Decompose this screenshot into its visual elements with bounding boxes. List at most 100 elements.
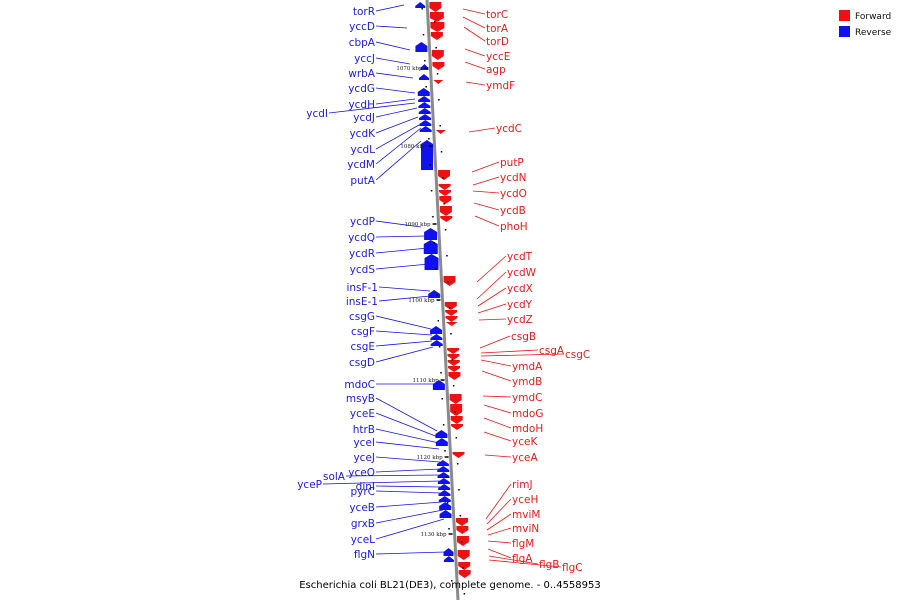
- gene-label-ycdk[interactable]: ycdK: [349, 128, 376, 140]
- gene-feature-forward-10[interactable]: [438, 190, 451, 196]
- gene-feature-reverse-3[interactable]: [418, 74, 429, 80]
- gene-label-csgd[interactable]: csgD: [349, 357, 375, 369]
- gene-feature-forward-21[interactable]: [447, 360, 460, 366]
- gene-label-ycdy[interactable]: ycdY: [507, 299, 533, 311]
- gene-label-yccj[interactable]: yccJ: [354, 53, 375, 65]
- gene-label-phoh[interactable]: phoH: [500, 221, 528, 233]
- gene-feature-reverse-0[interactable]: [415, 2, 426, 8]
- gene-label-ymdc[interactable]: ymdC: [512, 392, 542, 404]
- gene-feature-forward-30[interactable]: [456, 526, 469, 534]
- gene-label-yceb[interactable]: yceB: [349, 502, 375, 514]
- gene-feature-reverse-19[interactable]: [432, 380, 445, 390]
- gene-feature-forward-9[interactable]: [438, 184, 451, 190]
- gene-label-sola[interactable]: solA: [323, 471, 346, 483]
- gene-label-flgb[interactable]: flgB: [539, 559, 559, 571]
- gene-feature-reverse-26[interactable]: [438, 484, 451, 490]
- gene-feature-reverse-5[interactable]: [418, 96, 431, 102]
- gene-label-ycej[interactable]: yceJ: [353, 452, 375, 464]
- gene-feature-reverse-28[interactable]: [438, 496, 451, 502]
- gene-feature-forward-11[interactable]: [439, 196, 452, 204]
- gene-label-mdog[interactable]: mdoG: [512, 408, 543, 420]
- gene-feature-forward-25[interactable]: [450, 404, 463, 416]
- gene-label-ymdf[interactable]: ymdF: [486, 80, 515, 92]
- gene-label-rimj[interactable]: rimJ: [512, 479, 533, 491]
- gene-label-putp[interactable]: putP: [500, 157, 524, 169]
- gene-label-ycce[interactable]: yccE: [486, 51, 510, 63]
- gene-label-agp[interactable]: agp: [486, 64, 506, 76]
- gene-feature-forward-4[interactable]: [431, 50, 444, 60]
- gene-feature-forward-0[interactable]: [429, 2, 442, 12]
- gene-label-ycdn[interactable]: ycdN: [500, 172, 527, 184]
- gene-label-insf-1[interactable]: insF-1: [346, 282, 378, 294]
- gene-label-mvin[interactable]: mviN: [512, 523, 539, 535]
- gene-feature-forward-8[interactable]: [438, 170, 451, 180]
- gene-feature-reverse-29[interactable]: [439, 502, 452, 510]
- gene-label-yccd[interactable]: yccD: [349, 21, 375, 33]
- gene-feature-forward-12[interactable]: [439, 206, 452, 216]
- gene-label-puta[interactable]: putA: [350, 175, 375, 187]
- gene-label-ycdq[interactable]: ycdQ: [348, 232, 375, 244]
- gene-label-ycdm[interactable]: ycdM: [347, 159, 375, 171]
- gene-feature-reverse-13[interactable]: [423, 240, 438, 254]
- gene-label-inse-1[interactable]: insE-1: [346, 296, 378, 308]
- gene-feature-forward-19[interactable]: [447, 348, 460, 354]
- gene-label-ycdc[interactable]: ycdC: [496, 123, 522, 135]
- gene-feature-forward-2[interactable]: [430, 22, 445, 32]
- gene-label-ycdo[interactable]: ycdO: [500, 188, 527, 200]
- gene-label-ycdj[interactable]: ycdJ: [353, 112, 375, 124]
- gene-label-ycek[interactable]: yceK: [512, 436, 538, 448]
- gene-feature-reverse-25[interactable]: [437, 478, 450, 484]
- gene-feature-forward-34[interactable]: [458, 570, 471, 578]
- gene-feature-reverse-9[interactable]: [419, 120, 432, 126]
- gene-feature-reverse-21[interactable]: [435, 438, 448, 446]
- gene-feature-forward-1[interactable]: [429, 12, 444, 22]
- gene-label-flgn[interactable]: flgN: [354, 549, 375, 561]
- gene-feature-forward-7[interactable]: [435, 130, 446, 134]
- gene-feature-reverse-20[interactable]: [435, 430, 448, 438]
- gene-feature-reverse-14[interactable]: [424, 254, 439, 270]
- gene-label-msyb[interactable]: msyB: [346, 393, 375, 405]
- gene-feature-reverse-1[interactable]: [415, 42, 428, 52]
- gene-label-csgg[interactable]: csgG: [349, 311, 375, 323]
- gene-feature-reverse-22[interactable]: [436, 460, 449, 466]
- gene-label-csgb[interactable]: csgB: [511, 331, 536, 343]
- gene-feature-forward-18[interactable]: [445, 322, 458, 326]
- gene-feature-reverse-27[interactable]: [438, 490, 451, 496]
- gene-label-yceh[interactable]: yceH: [512, 494, 538, 506]
- gene-label-wrba[interactable]: wrbA: [348, 68, 376, 80]
- gene-label-csgc[interactable]: csgC: [565, 349, 590, 361]
- gene-label-ymdb[interactable]: ymdB: [512, 376, 542, 388]
- gene-label-ycds[interactable]: ycdS: [350, 264, 376, 276]
- gene-feature-forward-16[interactable]: [445, 310, 458, 316]
- gene-label-ymda[interactable]: ymdA: [512, 361, 543, 373]
- gene-label-ycel[interactable]: yceL: [351, 534, 375, 546]
- gene-label-htrb[interactable]: htrB: [353, 424, 375, 436]
- gene-label-ycdr[interactable]: ycdR: [349, 248, 375, 260]
- gene-feature-forward-26[interactable]: [450, 416, 463, 424]
- gene-feature-forward-28[interactable]: [452, 452, 465, 458]
- gene-label-ycdl[interactable]: ycdL: [350, 144, 375, 156]
- gene-feature-reverse-8[interactable]: [419, 114, 432, 120]
- gene-feature-forward-23[interactable]: [448, 372, 461, 380]
- gene-feature-reverse-16[interactable]: [430, 326, 443, 334]
- gene-feature-forward-6[interactable]: [433, 80, 444, 84]
- gene-feature-forward-20[interactable]: [447, 354, 460, 360]
- gene-label-dini[interactable]: dinI: [356, 481, 375, 493]
- gene-label-ycdp[interactable]: ycdP: [350, 216, 375, 228]
- gene-label-ycee[interactable]: yceE: [350, 408, 375, 420]
- gene-label-tord[interactable]: torD: [486, 36, 509, 48]
- gene-feature-forward-3[interactable]: [430, 32, 443, 40]
- gene-label-csga[interactable]: csgA: [539, 345, 565, 357]
- gene-label-torc[interactable]: torC: [486, 9, 508, 21]
- gene-feature-reverse-12[interactable]: [424, 228, 438, 240]
- gene-feature-reverse-31[interactable]: [443, 548, 454, 556]
- gene-feature-reverse-4[interactable]: [417, 88, 430, 96]
- gene-feature-reverse-15[interactable]: [428, 290, 441, 298]
- gene-label-grxb[interactable]: grxB: [351, 518, 375, 530]
- gene-feature-forward-31[interactable]: [456, 536, 469, 546]
- gene-feature-reverse-23[interactable]: [437, 466, 450, 472]
- gene-feature-forward-33[interactable]: [458, 562, 471, 570]
- gene-feature-forward-32[interactable]: [457, 550, 470, 560]
- gene-label-ycep[interactable]: yceP: [297, 479, 322, 491]
- gene-feature-reverse-11[interactable]: [421, 140, 434, 170]
